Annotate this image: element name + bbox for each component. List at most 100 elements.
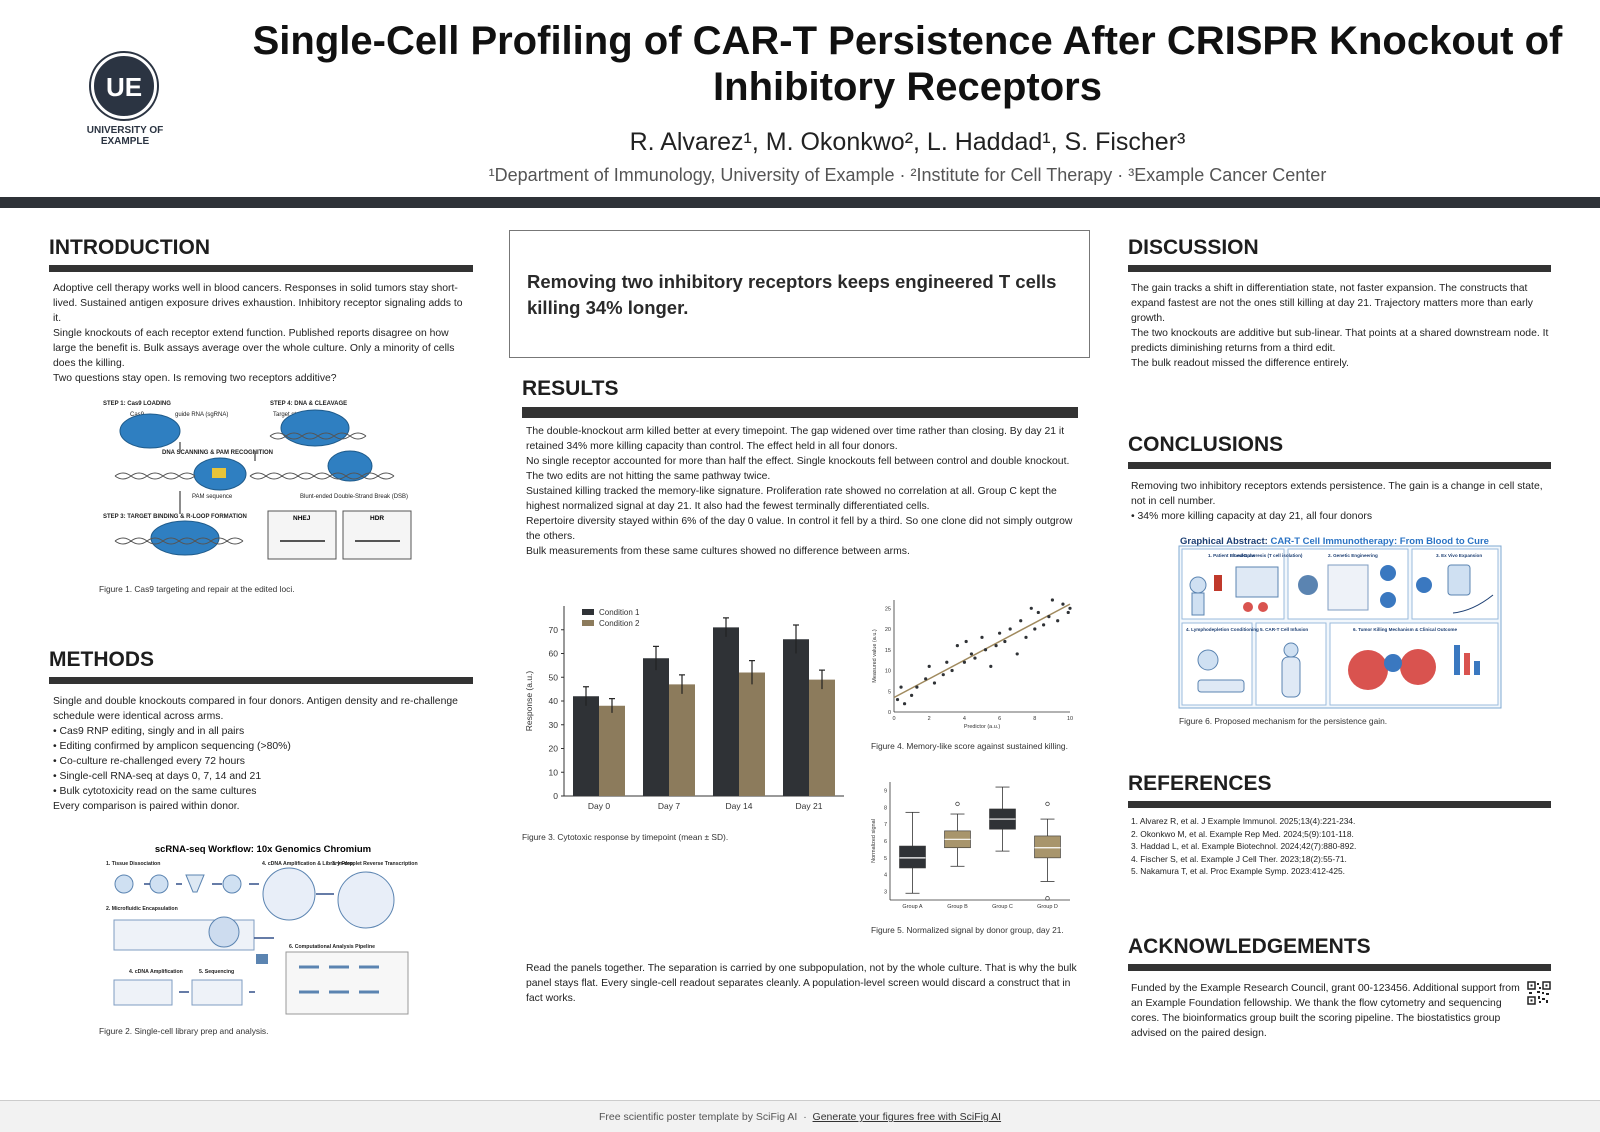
acknowledgements-rule (1128, 964, 1551, 971)
expansion-cell-icon (1416, 577, 1432, 593)
sequencer-icon (191, 979, 243, 1006)
scatter-point (1050, 598, 1054, 602)
discussion-heading: DISCUSSION (1128, 236, 1259, 259)
results-paragraph: Bulk measurements from these same cultur… (526, 546, 910, 557)
figure5-caption: Figure 5. Normalized signal by donor gro… (871, 925, 1064, 935)
scatter-point (962, 660, 966, 664)
patient-icon (1191, 592, 1205, 616)
fig2-label: 6. Computational Analysis Pipeline (289, 944, 375, 950)
box-outlier (955, 801, 960, 807)
analysis-pipeline-box (285, 951, 409, 1015)
reference-item: 2. Okonkwo M, et al. Example Rep Med. 20… (1131, 828, 1354, 839)
graphical-abstract-prefix: Graphical Abstract: (1180, 536, 1271, 547)
box (1034, 835, 1061, 859)
scatter-point (915, 685, 919, 689)
discussion-paragraph: The two knockouts are additive but sub-l… (1131, 328, 1549, 354)
bar (599, 705, 625, 796)
abstract-label: 1. Patient Blood Draw (1208, 553, 1256, 558)
discussion-text: The gain tracks a shift in differentiati… (1131, 281, 1551, 371)
box-y-tick-label: 7 (884, 822, 887, 828)
bar-y-tick-label: 0 (553, 791, 558, 801)
droplet-icon (337, 871, 395, 929)
box-y-tick-label: 5 (884, 856, 887, 862)
scatter-point (1019, 619, 1023, 623)
scatter-point (902, 702, 907, 706)
abstract-label: 4. Lymphodepletion Conditioning (1186, 627, 1259, 632)
computer-icon (256, 954, 268, 964)
results-paragraph: The double-knockout arm killed better at… (526, 426, 1065, 452)
results-paragraph: No single receptor accounted for more th… (526, 456, 1070, 482)
patient-body-icon (1283, 642, 1299, 658)
qr-code-icon[interactable] (1527, 981, 1551, 1005)
scatter-x-tick-label: 4 (963, 716, 966, 722)
dna-helix-icon (114, 537, 244, 545)
scatter-point (1024, 635, 1028, 639)
scatter-point (973, 656, 977, 660)
scatter-point (924, 677, 928, 681)
references-rule (1128, 801, 1551, 808)
amplification-icon (113, 979, 173, 1006)
scatter-point (1015, 652, 1019, 656)
scatter-point (998, 631, 1002, 635)
author-list: R. Alvarez¹, M. Okonkwo², L. Haddad¹, S.… (629, 128, 1186, 156)
scatter-point (964, 639, 968, 644)
box-x-tick-label: Group A (902, 904, 923, 910)
scatter-point (910, 693, 914, 698)
intro-paragraph: Single knockouts of each receptor extend… (53, 328, 455, 369)
scatter-point (941, 673, 945, 677)
results-rule (522, 407, 1078, 418)
fig2-label: 1. Tissue Dissociation (106, 861, 160, 867)
discussion-paragraph: The bulk readout missed the difference e… (1131, 358, 1349, 369)
car-t-graphical-abstract: 1. Patient Blood Draw Leukapheresis (T c… (1178, 545, 1502, 709)
scatter-point (955, 644, 959, 648)
bar-x-tick-label: Day 7 (658, 801, 680, 811)
cell-suspension-icon (222, 874, 242, 894)
box-y-tick-label: 6 (884, 839, 887, 845)
methods-line: • Co-culture re-challenged every 72 hour… (53, 756, 245, 767)
key-message-box: Removing two inhibitory receptors keeps … (509, 230, 1090, 358)
blood-cell-icon (1258, 602, 1268, 612)
fig2-label: 5. Sequencing (199, 969, 234, 975)
fig1-label: STEP 3: TARGET BINDING & R-LOOP FORMATIO… (103, 514, 247, 520)
fig1-label: PAM sequence (192, 494, 233, 500)
scatter-point (1036, 610, 1040, 615)
fig1-label: Blunt-ended Double-Strand Break (DSB) (300, 494, 408, 500)
bar (713, 627, 739, 796)
fig2-label: 2. Microfluidic Encapsulation (106, 906, 178, 912)
box-y-tick-label: 9 (884, 788, 887, 794)
introduction-text: Adoptive cell therapy works well in bloo… (53, 281, 473, 386)
gem-icon (208, 916, 240, 948)
bar-y-tick-label: 10 (549, 767, 559, 777)
university-name: UNIVERSITY OF EXAMPLE (86, 125, 164, 147)
scatter-y-tick-label: 15 (885, 648, 891, 654)
scatter-point (969, 652, 974, 656)
reference-item: 5. Nakamura T, et al. Proc Example Symp.… (1131, 866, 1345, 877)
bar-y-tick-label: 70 (549, 625, 559, 635)
scatter-point (980, 635, 984, 639)
cas9-protein-icon (280, 409, 350, 447)
scatter-point (927, 664, 931, 668)
box-y-tick-label: 3 (884, 890, 887, 896)
scatter-x-tick-label: 2 (928, 716, 931, 722)
dna-helix-icon (249, 472, 395, 480)
bar-y-axis-label: Response (a.u.) (524, 671, 534, 732)
intro-paragraph: Two questions stay open. Is removing two… (53, 373, 337, 384)
patient-icon (1189, 576, 1207, 594)
scatter-y-tick-label: 5 (888, 689, 891, 695)
t-cell-icon (1298, 575, 1318, 595)
nhej-box (267, 510, 337, 560)
scatter-point (1066, 610, 1070, 615)
bar-x-tick-label: Day 0 (588, 801, 610, 811)
outcome-bar-icon (1464, 653, 1470, 675)
bar-x-tick-label: Day 14 (726, 801, 753, 811)
hdr-label: HDR (370, 515, 384, 522)
footer-link[interactable]: Generate your figures free with SciFig A… (812, 1111, 1002, 1123)
acknowledgements-heading: ACKNOWLEDGEMENTS (1128, 935, 1371, 958)
arrow-icon (144, 883, 334, 993)
tumor-cell-icon (1400, 649, 1436, 685)
bar-y-tick-label: 60 (549, 649, 559, 659)
graphical-abstract-title: Graphical Abstract: CAR-T Cell Immunothe… (1180, 531, 1502, 549)
university-logo: UE (91, 53, 157, 119)
graphical-abstract-main: CAR-T Cell Immunotherapy: From Blood to … (1270, 536, 1489, 547)
hdr-box (342, 510, 412, 560)
